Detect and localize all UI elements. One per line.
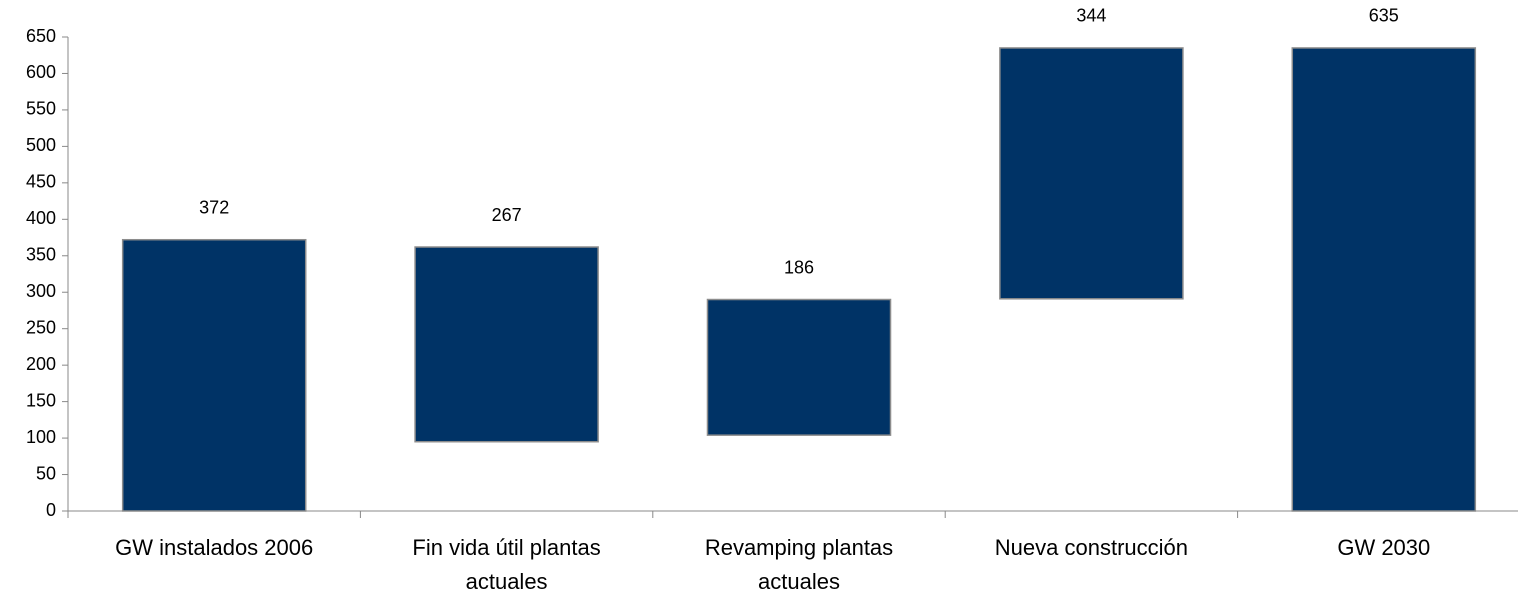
bar [1291, 47, 1477, 512]
y-tick-label: 100 [26, 427, 56, 447]
y-tick-label: 150 [26, 390, 56, 410]
y-tick-label: 400 [26, 208, 56, 228]
y-tick-label: 50 [36, 463, 56, 483]
value-label: 344 [1076, 6, 1106, 26]
y-tick-label: 300 [26, 281, 56, 301]
bar [999, 47, 1184, 300]
y-tick-label: 350 [26, 245, 56, 265]
value-label: 635 [1369, 6, 1399, 26]
y-tick-label: 550 [26, 99, 56, 119]
y-tick-label: 500 [26, 135, 56, 155]
y-tick-label: 250 [26, 317, 56, 337]
y-tick-label: 0 [46, 500, 56, 520]
x-tick-label: GW instalados 2006 [115, 535, 314, 560]
bar-offset [707, 435, 890, 511]
y-tick-label: 650 [26, 26, 56, 46]
bar [121, 238, 307, 512]
value-label: 267 [492, 205, 522, 225]
x-tick-label: Fin vida útil plantas actuales [412, 535, 601, 594]
bar-offset [415, 442, 598, 511]
x-tick-label: Revamping plantas actuales [704, 535, 894, 594]
bar [414, 246, 599, 443]
y-tick-label: 450 [26, 172, 56, 192]
y-tick-label: 200 [26, 354, 56, 374]
bar-offset [1000, 299, 1183, 511]
x-tick-label: GW 2030 [1337, 535, 1431, 560]
value-label: 372 [199, 197, 229, 217]
y-tick-label: 600 [26, 62, 56, 82]
value-label: 186 [784, 257, 814, 277]
bar [706, 298, 892, 436]
x-tick-label: Nueva construcción [994, 535, 1188, 560]
